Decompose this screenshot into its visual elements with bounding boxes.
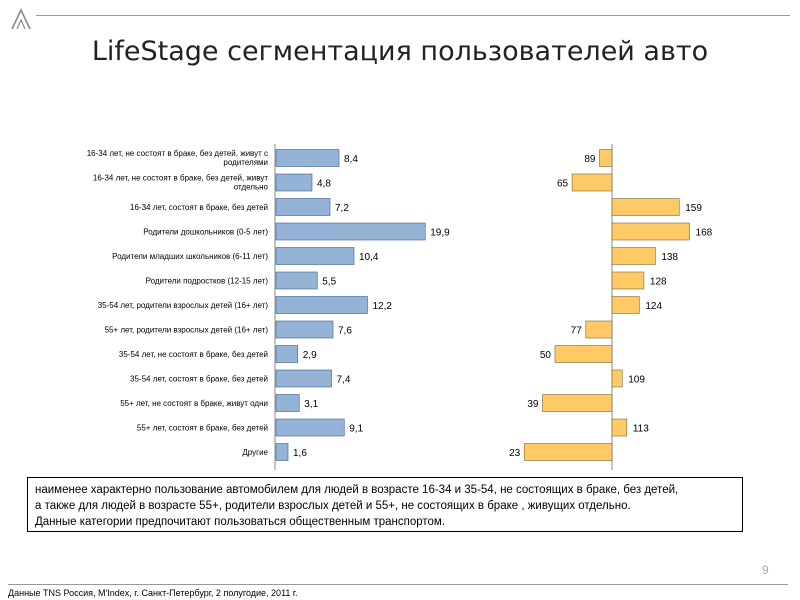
share-bar — [275, 394, 300, 412]
share-value-label: 2,9 — [303, 350, 317, 361]
category-label: Родители младших школьников (6-11 лет) — [112, 252, 268, 261]
category-label: 16-34 лет, состоят в браке, без детей — [130, 203, 268, 212]
index-value-label: 77 — [571, 326, 583, 337]
share-bar — [275, 320, 334, 339]
share-value-label: 7,6 — [338, 326, 352, 337]
share-bar — [275, 222, 426, 241]
index-bar — [571, 173, 613, 192]
category-label: 55+ лет, родители взрослых детей (16+ ле… — [105, 326, 269, 335]
index-bar — [523, 443, 613, 461]
logo-icon — [11, 8, 31, 30]
category-label: Другие — [242, 448, 268, 457]
share-value-label: 8,4 — [344, 154, 358, 165]
share-bar — [275, 173, 313, 192]
top-divider — [36, 15, 790, 16]
index-value-label: 109 — [628, 375, 645, 386]
index-value-label: 128 — [650, 277, 667, 288]
index-bar — [611, 418, 628, 437]
share-bar — [275, 418, 345, 437]
share-value-label: 4,8 — [317, 179, 331, 190]
index-bar — [585, 320, 613, 339]
index-bar — [611, 198, 680, 216]
category-label: 35-54 лет, состоят в браке, без детей — [130, 375, 268, 384]
index-value-label: 89 — [584, 154, 596, 165]
share-bar — [275, 198, 331, 216]
share-value-label: 1,6 — [293, 448, 307, 459]
share-bar — [275, 271, 318, 290]
index-bar — [611, 296, 640, 314]
index-value-label: 65 — [557, 179, 569, 190]
share-value-label: 3,1 — [304, 399, 318, 410]
share-value-label: 12,2 — [373, 301, 393, 312]
index-value-label: 124 — [645, 301, 662, 312]
segment-share-chart: 16-34 лет, не состоят в браке, без детей… — [87, 144, 450, 470]
share-bar — [275, 443, 289, 461]
category-label: 55+ лет, не состоят в браке, живут одни — [120, 399, 268, 408]
index-value-label: 168 — [696, 228, 713, 239]
conclusion-note: наименее характерно пользование автомоби… — [27, 477, 743, 532]
index-bar — [611, 271, 645, 290]
share-value-label: 19,9 — [430, 228, 450, 239]
source-note: Данные TNS Россия, M'Index, г. Санкт-Пет… — [8, 588, 298, 598]
category-label: 16-34 лет, не состоят в браке, без детей… — [93, 174, 269, 192]
index-value-label: 23 — [509, 448, 521, 459]
index-value-label: 138 — [661, 252, 678, 263]
share-bar — [275, 149, 340, 167]
share-bar — [275, 345, 299, 363]
index-value-label: 50 — [540, 350, 552, 361]
share-value-label: 9,1 — [349, 424, 363, 435]
index-value-label: 113 — [633, 424, 649, 435]
category-label: 35-54 лет, не состоят в браке, без детей — [119, 350, 268, 359]
share-bar — [275, 369, 332, 388]
index-bar — [554, 345, 613, 363]
category-label: 55+ лет, состоят в браке, без детей — [137, 424, 268, 433]
index-bar — [599, 149, 613, 167]
share-bar — [275, 296, 368, 314]
share-value-label: 7,4 — [337, 375, 351, 386]
index-bar — [542, 394, 613, 412]
category-label: 35-54 лет, родители взрослых детей (16+ … — [98, 301, 269, 310]
share-value-label: 10,4 — [359, 252, 379, 263]
bottom-divider — [8, 584, 788, 585]
share-bar — [275, 247, 355, 265]
page-title: LifeStage сегментация пользователей авто — [91, 36, 709, 67]
category-label: Родители подростков (12-15 лет) — [146, 277, 269, 286]
page-number: 9 — [762, 563, 769, 577]
index-bar — [611, 369, 623, 388]
index-value-label: 39 — [527, 399, 539, 410]
index-bar — [611, 247, 656, 265]
segment-index-chart: 89 65 159 168 138 128 124 77 50 109 39 113 23 — [509, 144, 713, 470]
index-value-label: 159 — [685, 203, 702, 214]
share-value-label: 7,2 — [335, 203, 349, 214]
category-label: Родители дошкольников (0-5 лет) — [143, 228, 268, 237]
share-value-label: 5,5 — [322, 277, 336, 288]
index-bar — [611, 222, 690, 241]
category-label: 16-34 лет, не состоят в браке, без детей… — [87, 149, 268, 167]
